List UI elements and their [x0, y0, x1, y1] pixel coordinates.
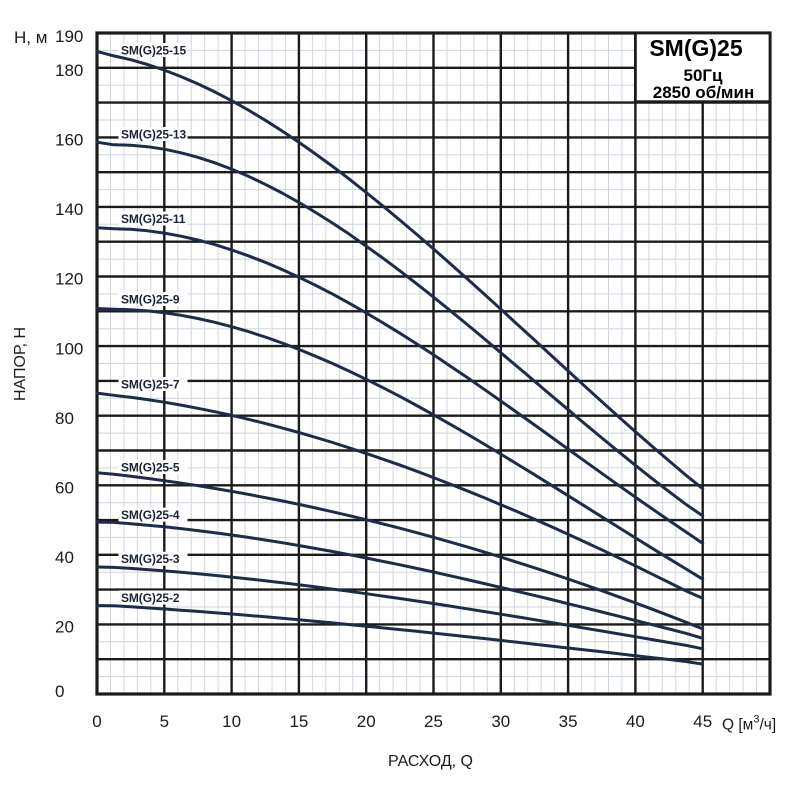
- svg-text:15: 15: [289, 712, 308, 731]
- svg-text:35: 35: [559, 712, 578, 731]
- svg-text:25: 25: [424, 712, 443, 731]
- svg-text:SM(G)25: SM(G)25: [649, 35, 743, 61]
- svg-text:40: 40: [55, 548, 74, 567]
- svg-text:SM(G)25-15: SM(G)25-15: [121, 44, 186, 58]
- svg-text:5: 5: [160, 712, 169, 731]
- svg-text:180: 180: [55, 61, 83, 80]
- svg-text:0: 0: [92, 712, 101, 731]
- svg-text:Q [м3/ч]: Q [м3/ч]: [722, 714, 776, 734]
- svg-text:Н, м: Н, м: [14, 28, 47, 47]
- svg-text:SM(G)25-4: SM(G)25-4: [121, 508, 180, 522]
- svg-text:50Гц: 50Гц: [684, 66, 724, 85]
- svg-text:80: 80: [55, 409, 74, 428]
- svg-text:РАСХОД, Q: РАСХОД, Q: [388, 753, 473, 770]
- svg-text:100: 100: [55, 339, 83, 358]
- svg-text:0: 0: [55, 682, 64, 701]
- svg-text:45: 45: [693, 712, 712, 731]
- svg-text:40: 40: [626, 712, 645, 731]
- svg-text:120: 120: [55, 270, 83, 289]
- svg-text:SM(G)25-13: SM(G)25-13: [121, 128, 186, 142]
- svg-text:SM(G)25-2: SM(G)25-2: [121, 591, 180, 605]
- svg-text:140: 140: [55, 200, 83, 219]
- svg-text:SM(G)25-7: SM(G)25-7: [121, 378, 180, 392]
- svg-text:60: 60: [55, 479, 74, 498]
- svg-text:SM(G)25-11: SM(G)25-11: [121, 212, 186, 226]
- svg-text:10: 10: [222, 712, 241, 731]
- svg-text:20: 20: [357, 712, 376, 731]
- svg-text:30: 30: [491, 712, 510, 731]
- svg-text:SM(G)25-9: SM(G)25-9: [121, 293, 180, 307]
- svg-text:160: 160: [55, 131, 83, 150]
- svg-text:20: 20: [55, 618, 74, 637]
- svg-text:2850 об/мин: 2850 об/мин: [653, 83, 754, 102]
- svg-text:SM(G)25-5: SM(G)25-5: [121, 461, 180, 475]
- svg-text:190: 190: [55, 27, 83, 46]
- svg-text:НАПОР, Н: НАПОР, Н: [12, 327, 29, 401]
- svg-text:SM(G)25-3: SM(G)25-3: [121, 552, 180, 566]
